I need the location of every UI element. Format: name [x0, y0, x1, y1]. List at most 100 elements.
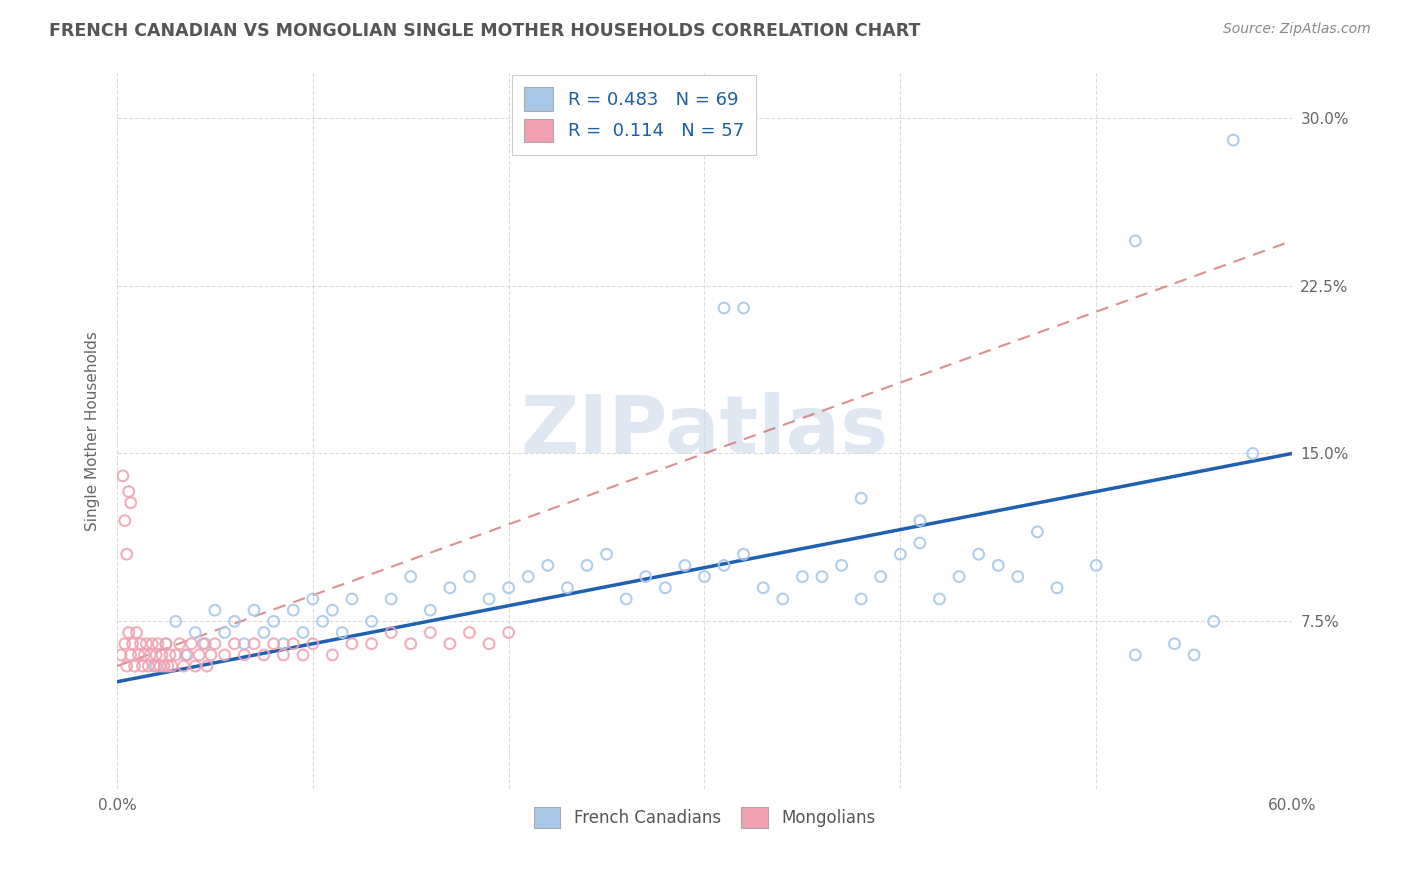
Point: [831, 558, 853, 573]
Point: [283, 603, 305, 617]
Point: [224, 637, 246, 651]
Point: [1085, 558, 1108, 573]
Point: [301, 591, 323, 606]
Point: [399, 569, 422, 583]
Point: [233, 648, 256, 662]
Point: [195, 659, 218, 673]
Point: [125, 625, 148, 640]
Point: [263, 615, 285, 629]
Point: [204, 637, 226, 651]
Point: [693, 569, 716, 583]
Point: [155, 637, 177, 651]
Point: [115, 547, 138, 561]
Point: [180, 637, 202, 651]
Point: [111, 468, 134, 483]
Point: [273, 648, 295, 662]
Point: [849, 591, 872, 606]
Point: [478, 591, 501, 606]
Point: [869, 569, 891, 583]
Point: [224, 615, 246, 629]
Point: [811, 569, 834, 583]
Point: [713, 558, 735, 573]
Point: [330, 625, 353, 640]
Point: [360, 637, 382, 651]
Point: [120, 496, 142, 510]
Point: [673, 558, 696, 573]
Point: [156, 659, 179, 673]
Point: [1046, 581, 1069, 595]
Point: [121, 637, 143, 651]
Point: [967, 547, 990, 561]
Point: [713, 301, 735, 315]
Point: [458, 625, 481, 640]
Point: [128, 648, 150, 662]
Point: [498, 625, 520, 640]
Point: [360, 615, 382, 629]
Point: [733, 547, 755, 561]
Point: [146, 637, 169, 651]
Point: [380, 625, 402, 640]
Point: [149, 659, 172, 673]
Point: [253, 648, 276, 662]
Point: [120, 648, 142, 662]
Point: [458, 569, 481, 583]
Point: [380, 591, 402, 606]
Point: [1123, 234, 1146, 248]
Point: [114, 637, 136, 651]
Point: [141, 637, 163, 651]
Point: [889, 547, 911, 561]
Point: [537, 558, 560, 573]
Point: [1123, 648, 1146, 662]
Point: [129, 637, 152, 651]
Point: [419, 625, 441, 640]
Text: ZIPatlas: ZIPatlas: [520, 392, 889, 470]
Point: [139, 648, 162, 662]
Point: [654, 581, 676, 595]
Point: [733, 301, 755, 315]
Point: [145, 648, 167, 662]
Point: [908, 536, 931, 550]
Point: [110, 648, 132, 662]
Point: [136, 659, 159, 673]
Y-axis label: Single Mother Households: Single Mother Households: [86, 331, 100, 531]
Legend: French Canadians, Mongolians: French Canadians, Mongolians: [527, 800, 882, 835]
Point: [273, 637, 295, 651]
Point: [1182, 648, 1205, 662]
Point: [399, 637, 422, 651]
Point: [419, 603, 441, 617]
Point: [752, 581, 775, 595]
Point: [176, 648, 198, 662]
Point: [557, 581, 579, 595]
Point: [340, 637, 363, 651]
Point: [595, 547, 617, 561]
Point: [155, 637, 177, 651]
Point: [118, 484, 141, 499]
Point: [145, 659, 167, 673]
Point: [174, 648, 197, 662]
Point: [150, 648, 173, 662]
Point: [159, 648, 181, 662]
Point: [1202, 615, 1225, 629]
Point: [124, 659, 146, 673]
Point: [292, 648, 315, 662]
Point: [1007, 569, 1029, 583]
Point: [772, 591, 794, 606]
Point: [634, 569, 657, 583]
Point: [1241, 446, 1264, 460]
Point: [253, 625, 276, 640]
Point: [194, 637, 217, 651]
Point: [134, 648, 156, 662]
Point: [143, 659, 166, 673]
Point: [340, 591, 363, 606]
Point: [849, 491, 872, 506]
Point: [188, 648, 211, 662]
Point: [214, 625, 236, 640]
Point: [614, 591, 637, 606]
Point: [301, 637, 323, 651]
Point: [478, 637, 501, 651]
Point: [311, 615, 333, 629]
Point: [987, 558, 1010, 573]
Point: [169, 637, 191, 651]
Point: [118, 625, 141, 640]
Point: [165, 648, 187, 662]
